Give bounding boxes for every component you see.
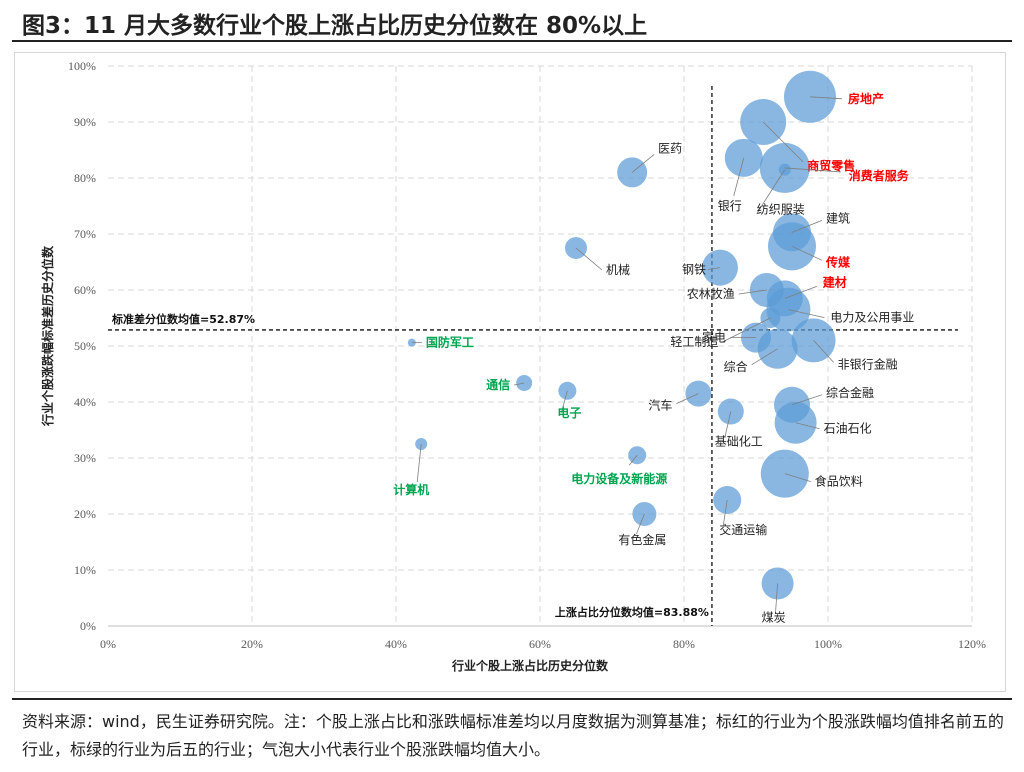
label-leader-line [416,443,422,483]
y-mean-reference-label: 标准差分位数均值=52.87% [111,312,255,326]
x-axis-title: 行业个股上涨占比历史分位数 [451,658,609,673]
bubble-label: 消费者服务 [849,168,910,183]
label-leader-line [724,411,732,438]
chart-frame [14,52,1006,692]
bubble-label: 机械 [606,262,630,277]
label-leader-line [514,382,525,386]
y-tick-label: 0% [80,619,96,633]
y-tick-label: 100% [68,59,96,73]
y-tick-label: 60% [74,283,96,297]
label-leader-line [631,154,655,173]
y-tick-label: 90% [74,115,96,129]
bubble-label: 非银行金融 [838,356,898,371]
bubble-label: 有色金属 [618,532,666,547]
bubble-label: 交通运输 [719,522,767,537]
bubble-label: 电力设备及新能源 [571,471,667,486]
label-leader-line [575,247,603,271]
bubble-label: 家电 [702,330,726,345]
bubble-label: 计算机 [393,482,429,497]
x-tick-label: 60% [529,637,551,651]
bubble-label: 国防军工 [426,335,474,350]
x-tick-label: 40% [385,637,407,651]
label-leader-line [784,167,841,173]
label-leader-line [751,348,778,366]
x-tick-label: 80% [673,637,695,651]
label-leader-line [756,169,786,214]
bubble-label: 电子 [557,405,581,420]
figure-header: 图3：11 月大多数行业个股上涨占比历史分位数在 80%以上 [12,0,1012,42]
bubble-label: 纺织服装 [757,203,805,217]
y-tick-label: 40% [74,395,96,409]
bubble-label: 房地产 [848,91,884,106]
x-tick-label: 0% [100,637,116,651]
label-leader-line [791,219,823,233]
label-leader-line [784,286,817,299]
source-note: 资料来源：wind，民生证券研究院。注：个股上涨占比和涨跌幅标准差均以月度数据为… [22,712,1004,759]
bubble-label: 通信 [486,377,510,392]
y-tick-label: 70% [74,227,96,241]
y-tick-label: 30% [74,451,96,465]
label-leader-line [809,96,843,100]
label-leader-line [788,309,825,318]
label-leader-line [722,499,728,527]
bubble-label: 农林牧渔 [687,287,735,301]
bubble-label: 食品饮料 [815,474,863,489]
y-tick-label: 50% [74,339,96,353]
bubble-label: 综合 [724,359,748,374]
bubble-label: 传媒 [825,254,851,269]
label-leader-line [738,289,767,295]
y-tick-label: 20% [74,507,96,521]
label-leader-line [762,121,804,163]
label-leader-line [775,583,778,612]
x-tick-label: 20% [241,637,263,651]
label-leader-line [676,393,699,404]
bubble-label: 电力及公用事业 [830,311,914,325]
bubble-label: 建筑 [826,210,850,225]
figure-title: 图3：11 月大多数行业个股上涨占比历史分位数在 80%以上 [22,13,648,39]
bubble-label: 煤炭 [762,610,786,624]
label-leader-line [733,157,745,196]
x-mean-reference-label: 上涨占比分位数均值=83.88% [555,605,709,619]
bubble-label: 汽车 [648,398,672,413]
bubble-label: 建材 [822,274,847,289]
bubble-label: 综合金融 [826,385,874,400]
label-leader-line [784,473,811,483]
label-leader-line [560,390,568,413]
bubble-label: 石油石化 [824,422,872,436]
bubble-label: 基础化工 [715,435,763,449]
bubble-chart: 0% 10% 20% 30% 40% 50% 60% 70% 80% 90% 100% 0% 20% 40… [40,59,986,673]
bubble-label: 商贸零售 [807,158,855,173]
label-leader-line [636,513,645,535]
label-leader-line [795,422,820,430]
bubble-label: 钢铁 [682,263,706,277]
y-tick-label: 80% [74,171,96,185]
label-leader-line [628,454,638,466]
label-leader-line [791,245,823,261]
bubble-label: 医药 [658,141,682,155]
y-tick-label: 10% [74,563,96,577]
y-axis-title: 行业个股涨跌幅标准差历史分位数 [40,245,55,427]
x-tick-label: 100% [814,637,842,651]
bubble-label: 轻工制造 [670,335,718,349]
bubble-label: 银行 [718,199,742,213]
figure-footer: 资料来源：wind，民生证券研究院。注：个股上涨占比和涨跌幅标准差均以月度数据为… [12,698,1012,764]
label-leader-line [707,267,721,270]
x-tick-label: 120% [958,637,986,651]
label-leader-line [813,340,834,363]
label-leader-line [791,394,823,406]
